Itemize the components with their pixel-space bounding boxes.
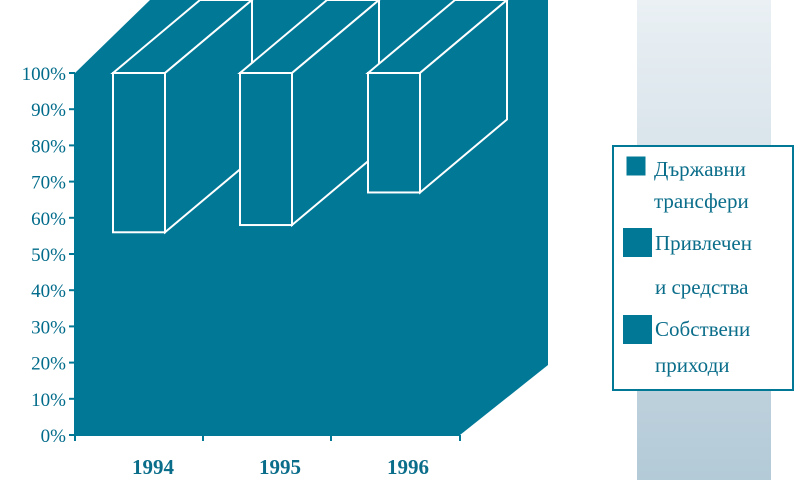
y-tick-label: 50% [31,245,66,266]
bar-front-face [367,72,421,194]
x-tick-label: 1995 [259,455,301,479]
legend-entry: Привлечен и средства [623,228,752,299]
x-tick-label: 1994 [132,455,175,479]
legend-label: Собствени [655,317,750,341]
x-axis-ticks: 1994 1995 1996 [74,435,461,479]
y-tick-label: 100% [22,64,67,85]
bar-front-face [239,72,293,227]
bar-1995 [237,0,381,228]
legend-label: трансфери [654,189,749,213]
y-tick-label: 20% [31,354,66,375]
bar-1996 [365,0,509,195]
legend-swatch [623,228,652,257]
legend-entry: Собствени приходи [623,315,750,377]
bar-1994 [110,0,254,235]
legend-swatch [623,315,652,344]
x-tick-label: 1996 [387,455,429,479]
legend-label: приходи [655,353,730,377]
y-tick-label: 80% [31,136,66,157]
legend-swatch [626,156,646,176]
y-tick-label: 90% [31,100,66,121]
legend-label: Държавни [654,157,746,181]
legend-label: и средства [655,275,749,299]
y-tick-label: 0% [41,426,67,447]
y-tick-label: 70% [31,173,66,194]
bar-group [110,0,509,235]
bar-front-face [112,72,166,234]
y-tick-label: 60% [31,209,66,230]
legend-entry: Държавни трансфери [626,156,749,213]
y-axis-ticks: 0% 10% 20% 30% 40% 50% 60% 70% 80% 90% 100% [22,64,75,447]
legend: Държавни трансфери Привлечен и средства Собс… [623,156,752,377]
legend-box [612,145,794,391]
y-tick-label: 30% [31,317,66,338]
y-tick-label: 10% [31,390,66,411]
y-tick-label: 40% [31,281,66,302]
legend-label: Привлечен [655,231,752,255]
